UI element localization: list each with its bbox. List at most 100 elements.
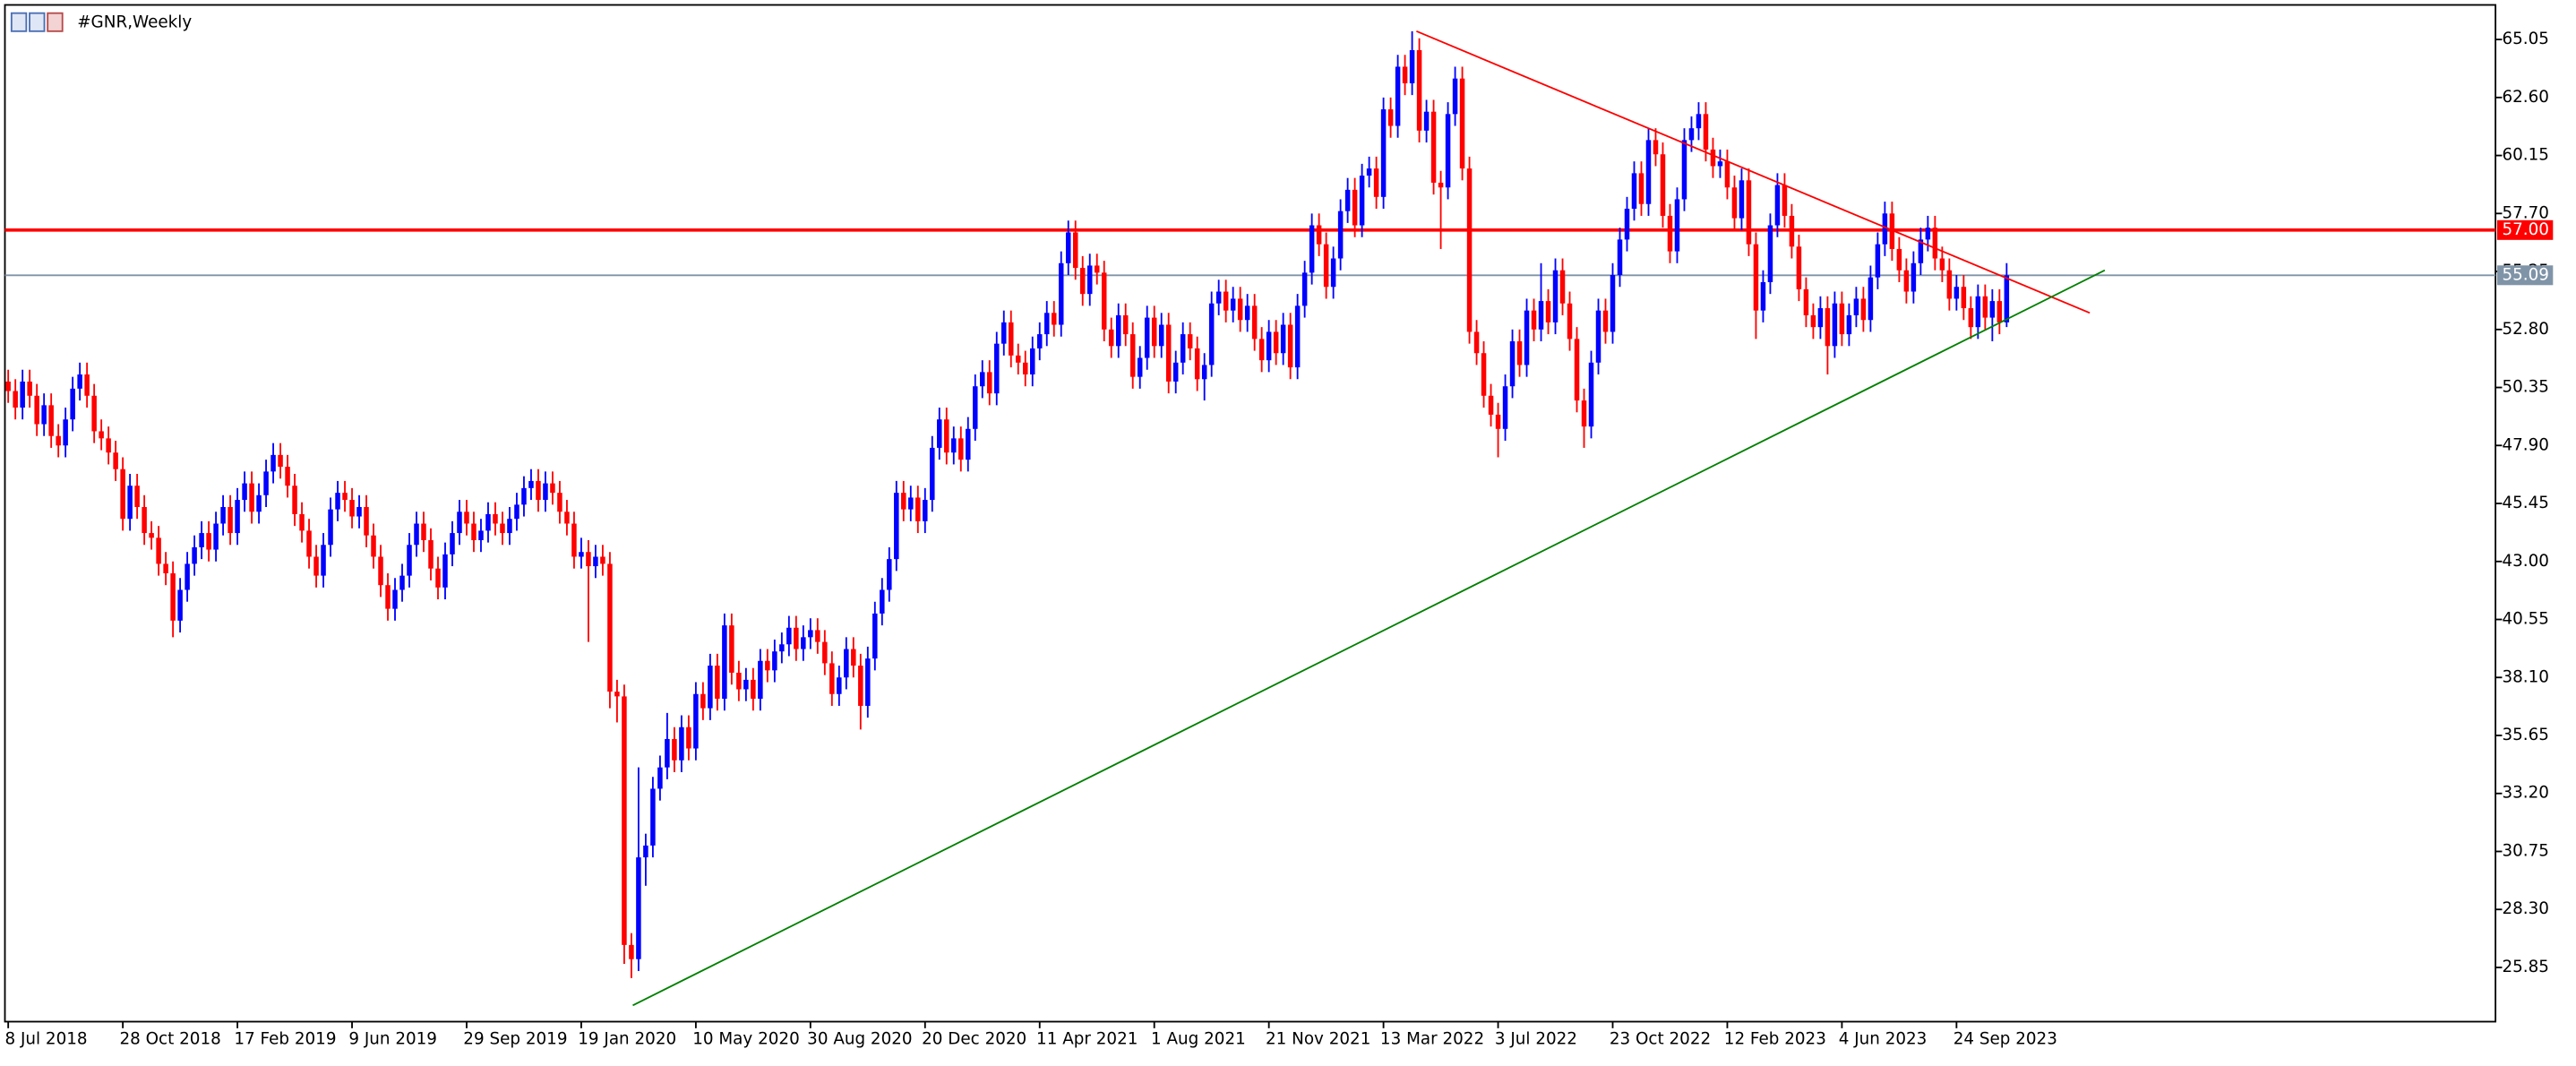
candle-body [1631,173,1637,210]
candle-body [650,788,656,846]
candle-body [500,523,505,534]
candle-body [91,395,97,432]
candle-body [586,552,591,567]
candle-body [1760,281,1766,311]
candle-body [958,438,964,460]
candle-body [822,641,828,664]
candle-body [1488,395,1494,415]
candle-body [858,666,863,706]
x-tick-label: 24 Sep 2023 [1953,1030,2057,1049]
candle-body [1009,322,1014,356]
level-price-box [2496,265,2554,286]
candle-body [1724,161,1730,188]
candle-body [1782,185,1788,216]
candle-body [1832,303,1838,347]
y-tick-label: 35.65 [2502,726,2548,744]
candle-body [1567,303,1573,340]
candle-body [1380,109,1387,197]
candle-body [1101,272,1107,330]
candle-body [1739,180,1745,219]
candle-body [1273,331,1279,354]
candle-body [1918,239,1924,263]
candle-body [507,519,512,534]
trendline [632,269,2106,1007]
candle-body [1645,140,1652,204]
candle-body [1352,189,1358,226]
candle-body [1875,244,1881,278]
candle-body [1574,339,1580,401]
candle-body [1029,348,1035,375]
candle-body [1996,301,2003,322]
candle-body [693,693,699,749]
candle-body [177,589,183,621]
candle-body [1445,114,1451,188]
candle-body [1667,215,1673,252]
candle-body [851,649,856,666]
candle-body [622,696,627,945]
axes: 25.85 28.30 30.75 33.20 35.65 38.10 40.55 43.00… [5,30,2554,1049]
candle-body [156,537,161,564]
candle-body [1108,329,1114,347]
candle-body [113,452,118,469]
candle-body [614,692,620,697]
candle-body [306,530,312,557]
candle-body [249,483,254,512]
candle-body [170,572,176,621]
candle-body [1552,270,1558,322]
candle-body [1911,262,1917,292]
candle-body [120,469,125,520]
candle-body [356,506,362,517]
candle-body [385,585,391,609]
candle-body [1079,268,1086,295]
candle-body [751,679,756,700]
candle-body [607,563,613,692]
y-tick-label: 57.70 [2502,203,2548,222]
candle-body [1481,353,1487,396]
candle-body [629,944,634,959]
x-tick-label: 12 Feb 2023 [1724,1030,1826,1049]
x-tick-label: 3 Jul 2022 [1495,1030,1577,1049]
candle-body [1710,149,1716,167]
candle-body [106,438,111,453]
candle-body [371,535,376,557]
candle-body [1796,246,1802,289]
candle-body [457,512,462,534]
y-tick-label: 25.85 [2502,958,2548,976]
candle-body [1624,209,1630,240]
candle-body [1810,314,1816,328]
candle-body [1817,308,1824,328]
candle-body [256,494,262,512]
candle-body [736,672,742,690]
candle-body [63,419,68,446]
candle-body [313,556,319,576]
candle-body [1753,244,1759,311]
candle-body [435,568,441,588]
candle-body [1932,228,1938,259]
candle-body [1244,305,1250,321]
candle-body [1359,176,1365,226]
candle-body [450,533,455,554]
candle-body [521,487,527,505]
candle-body [335,493,340,510]
candle-body [636,857,641,959]
candle-body [206,533,211,550]
candle-body [1187,334,1193,348]
candle-body [99,431,104,439]
candle-body [880,589,885,614]
candle-body [70,388,75,420]
x-tick-label: 1 Aug 2021 [1151,1030,1246,1049]
candle-body [1266,331,1272,361]
candle-body [1402,66,1408,83]
candle-body [299,513,305,531]
candle-body [1337,211,1344,259]
x-tick-label: 29 Sep 2019 [463,1030,567,1049]
candle-body [471,523,477,540]
candle-body [1016,355,1021,363]
candle-body [1717,161,1723,167]
candle-body [765,660,770,671]
candle-body [980,372,985,387]
candle-body [930,447,935,501]
candle-body [321,545,326,576]
candle-body [1466,168,1473,332]
